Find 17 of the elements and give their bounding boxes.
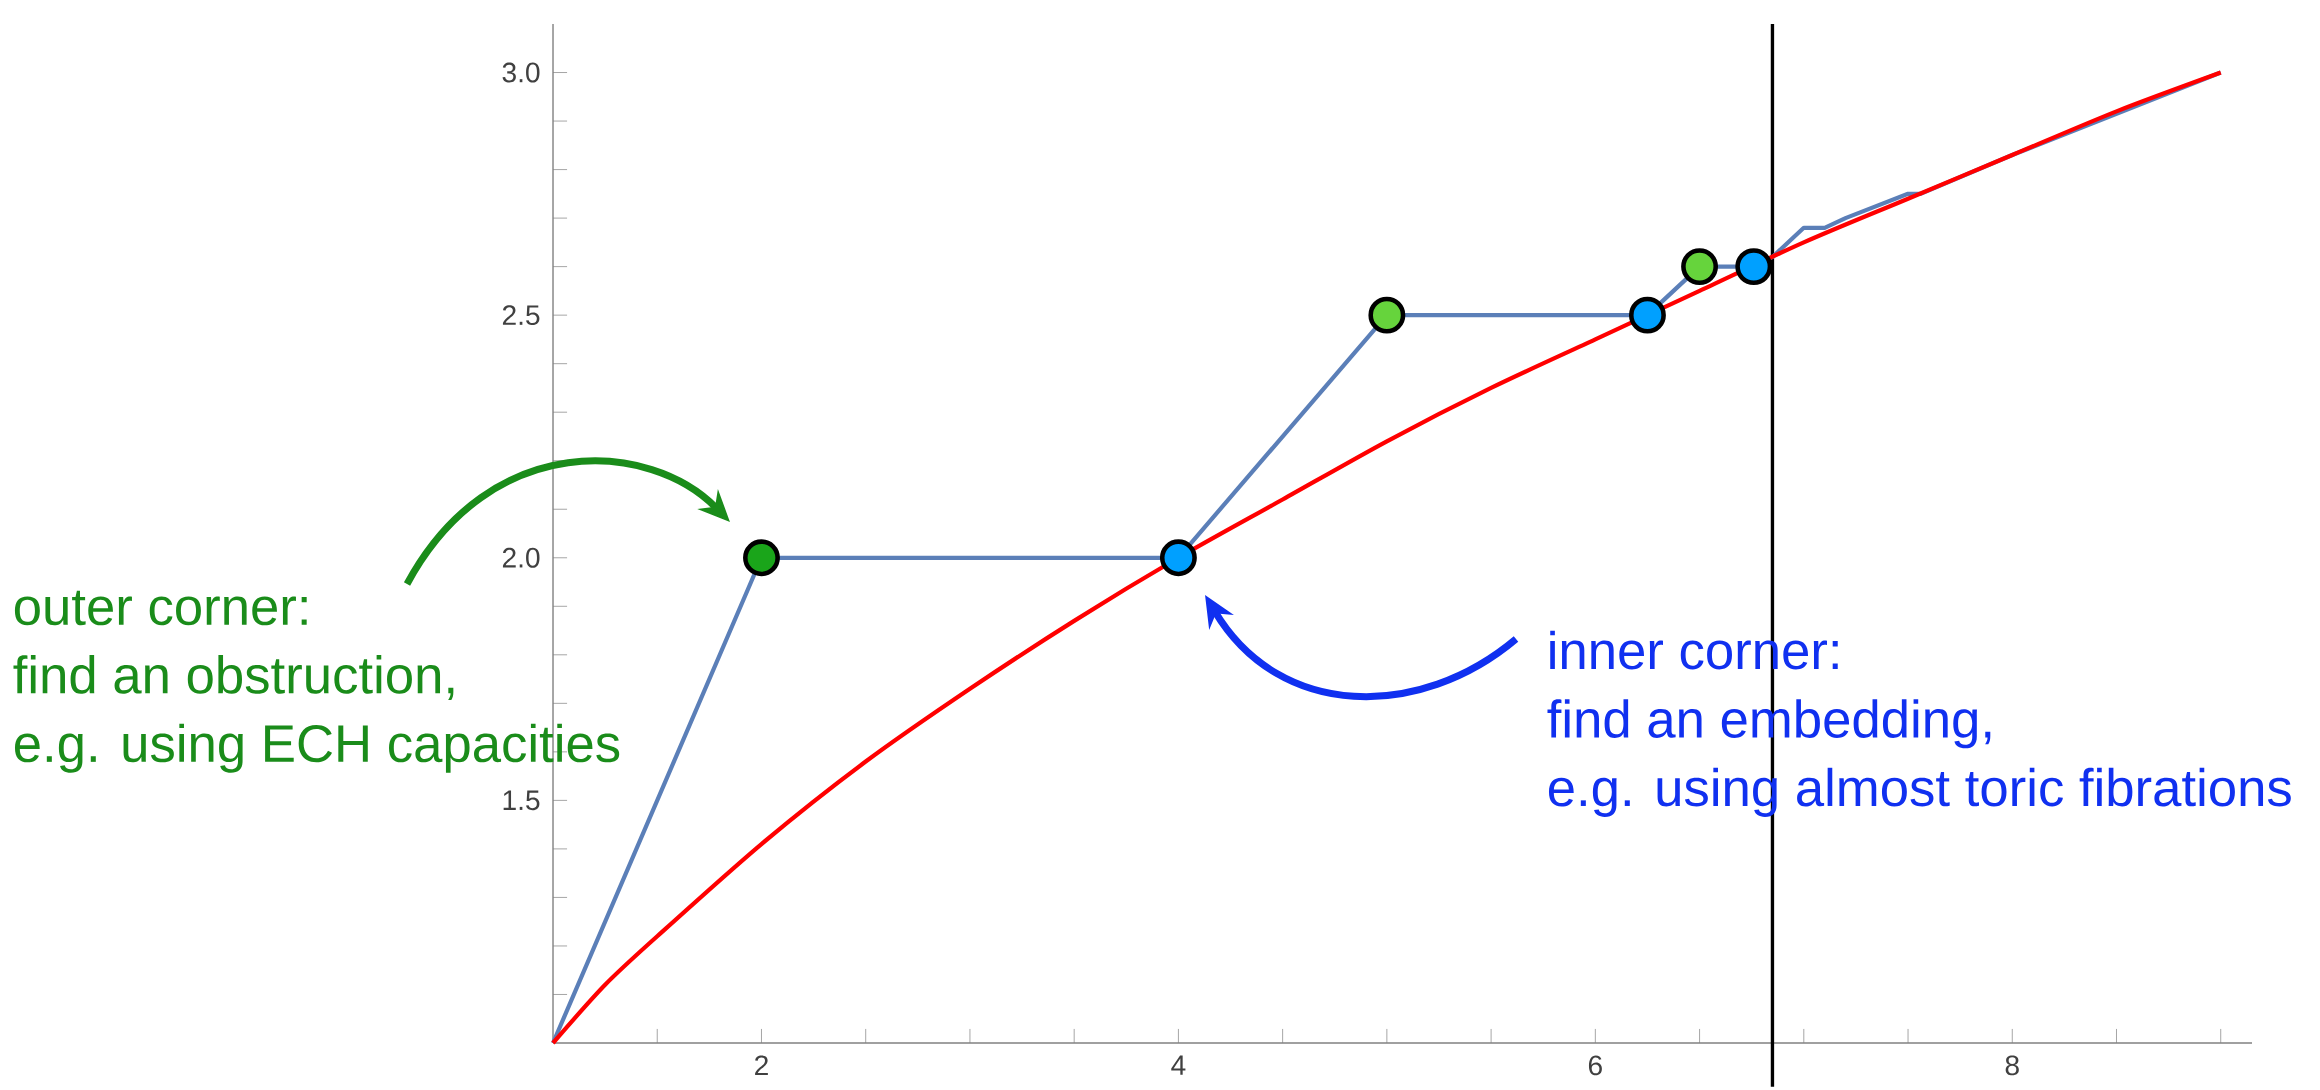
y-tick-label: 1.5 <box>503 790 540 811</box>
point <box>743 539 780 577</box>
y-tick-label: 2.0 <box>502 547 540 568</box>
x-tick-label: 4 <box>1171 1055 1186 1075</box>
point <box>1681 248 1719 286</box>
point <box>1735 248 1773 286</box>
y-tick-label: 2.5 <box>502 305 540 326</box>
point <box>1628 296 1666 334</box>
point <box>1368 296 1406 334</box>
x-tick-label: 2 <box>755 1055 768 1076</box>
text: find an obstruction, <box>13 655 454 701</box>
text: outer corner: <box>14 590 307 626</box>
point <box>1159 539 1197 577</box>
x-tick-label: 6 <box>1588 1055 1602 1076</box>
annotation: e.g. using ECH capacities <box>14 723 620 773</box>
x-tick-label: 8 <box>2005 1055 2019 1076</box>
y-tick-label: 3.0 <box>502 62 540 83</box>
